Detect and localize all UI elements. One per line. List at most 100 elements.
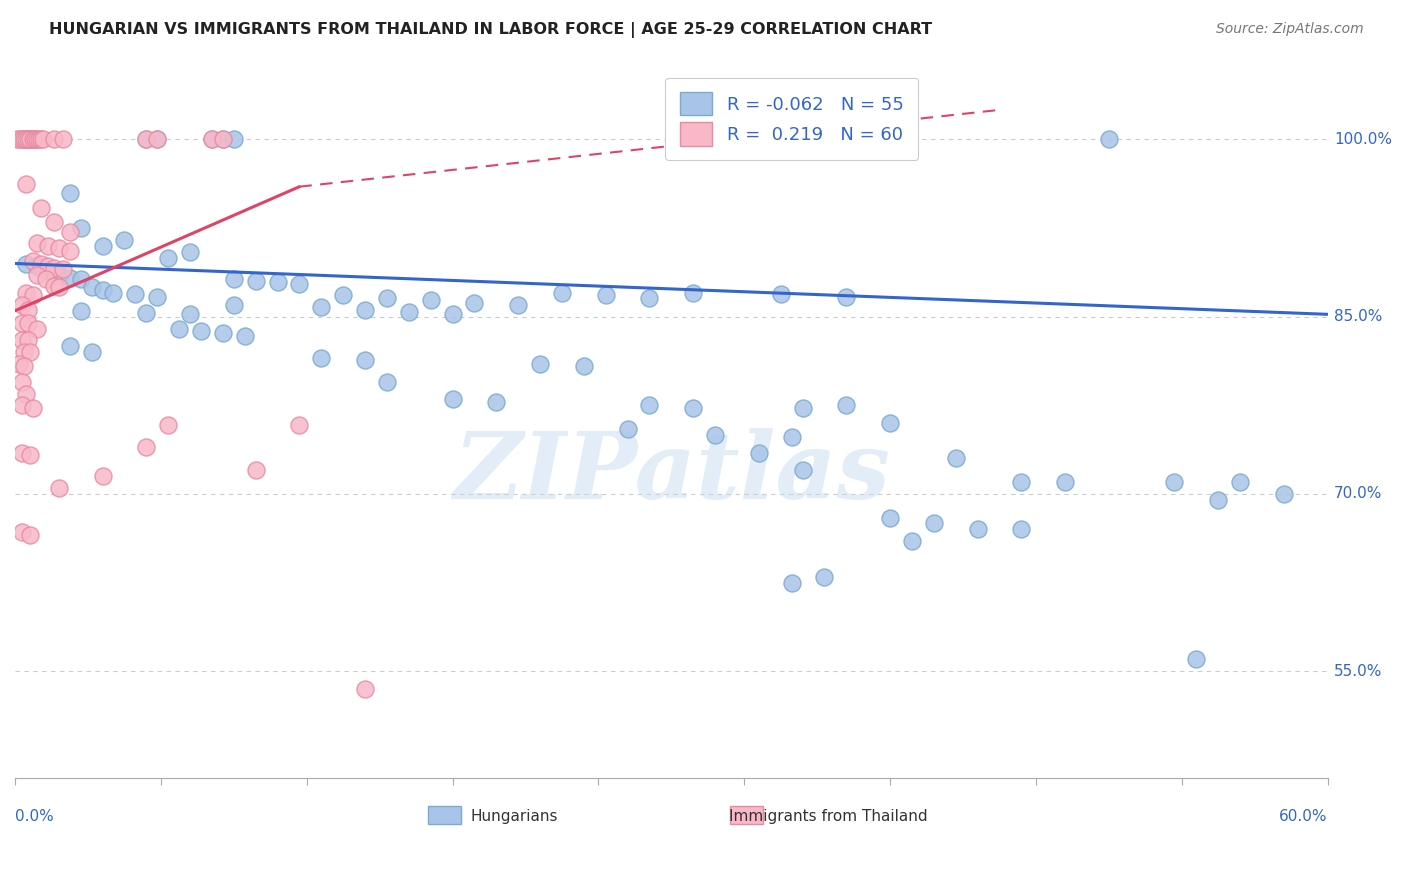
Point — [25, 259, 48, 273]
Point — [48, 481, 70, 495]
Point — [146, 132, 169, 146]
Point — [309, 351, 332, 365]
Point — [1229, 475, 1251, 490]
Point — [419, 293, 441, 307]
Point — [966, 523, 988, 537]
Point — [37, 263, 59, 277]
Point — [190, 324, 212, 338]
Point — [80, 345, 103, 359]
Point — [21, 401, 44, 415]
Point — [17, 316, 39, 330]
Point — [135, 132, 157, 146]
Point — [146, 290, 169, 304]
Point — [59, 339, 82, 353]
Point — [59, 225, 82, 239]
Point — [37, 259, 59, 273]
Point — [354, 302, 377, 317]
Point — [792, 401, 814, 415]
Point — [20, 528, 42, 542]
Point — [266, 276, 288, 290]
Point — [14, 132, 37, 146]
Point — [69, 272, 91, 286]
Text: HUNGARIAN VS IMMIGRANTS FROM THAILAND IN LABOR FORCE | AGE 25-29 CORRELATION CHA: HUNGARIAN VS IMMIGRANTS FROM THAILAND IN… — [49, 22, 932, 38]
Point — [10, 398, 32, 412]
Point — [25, 268, 48, 283]
Point — [792, 463, 814, 477]
Point — [30, 201, 52, 215]
Point — [879, 510, 901, 524]
Point — [1098, 132, 1121, 146]
Point — [52, 262, 75, 277]
Point — [354, 681, 377, 696]
Point — [14, 178, 37, 192]
Point — [17, 302, 39, 317]
Legend: R = -0.062   N = 55, R =  0.219   N = 60: R = -0.062 N = 55, R = 0.219 N = 60 — [665, 78, 918, 160]
Point — [157, 251, 180, 265]
Point — [682, 286, 704, 301]
Point — [222, 272, 245, 286]
Point — [10, 445, 32, 459]
Point — [245, 274, 267, 288]
Point — [48, 280, 70, 294]
Point — [1206, 492, 1229, 507]
Point — [59, 270, 82, 285]
FancyBboxPatch shape — [730, 806, 763, 823]
Point — [551, 286, 574, 301]
Point — [10, 316, 32, 330]
Point — [91, 469, 114, 483]
Text: 70.0%: 70.0% — [1334, 486, 1382, 501]
Point — [17, 334, 39, 348]
Point — [135, 132, 157, 146]
Point — [48, 268, 70, 283]
Point — [211, 326, 233, 341]
Text: ZIPatlas: ZIPatlas — [453, 427, 890, 517]
Point — [25, 132, 48, 146]
Point — [124, 287, 146, 301]
Point — [1053, 475, 1076, 490]
Point — [48, 241, 70, 255]
Point — [13, 132, 35, 146]
Point — [44, 266, 66, 280]
Point — [146, 132, 169, 146]
Point — [20, 448, 42, 462]
Point — [91, 283, 114, 297]
Point — [21, 288, 44, 302]
Point — [10, 132, 32, 146]
Point — [157, 418, 180, 433]
Point — [835, 290, 858, 304]
Point — [769, 287, 792, 301]
Point — [91, 239, 114, 253]
Point — [780, 575, 803, 590]
Point — [13, 345, 35, 359]
Point — [59, 186, 82, 200]
Point — [179, 307, 201, 321]
Point — [69, 221, 91, 235]
Point — [1272, 487, 1295, 501]
Text: Immigrants from Thailand: Immigrants from Thailand — [730, 809, 928, 824]
Point — [30, 256, 52, 270]
Point — [14, 132, 37, 146]
Point — [20, 132, 42, 146]
Point — [30, 261, 52, 276]
Point — [10, 132, 32, 146]
Point — [167, 321, 190, 335]
Point — [8, 357, 31, 371]
Point — [13, 132, 35, 146]
Point — [10, 334, 32, 348]
Point — [8, 132, 31, 146]
Point — [233, 328, 256, 343]
Point — [354, 353, 377, 368]
Text: Source: ZipAtlas.com: Source: ZipAtlas.com — [1216, 22, 1364, 37]
Point — [375, 291, 398, 305]
Point — [222, 298, 245, 312]
Point — [30, 132, 52, 146]
Point — [595, 288, 617, 302]
Point — [59, 244, 82, 258]
Point — [780, 430, 803, 444]
Point — [103, 286, 125, 301]
Point — [10, 524, 32, 539]
Point — [813, 569, 835, 583]
Point — [25, 236, 48, 251]
Point — [835, 398, 858, 412]
Point — [879, 416, 901, 430]
